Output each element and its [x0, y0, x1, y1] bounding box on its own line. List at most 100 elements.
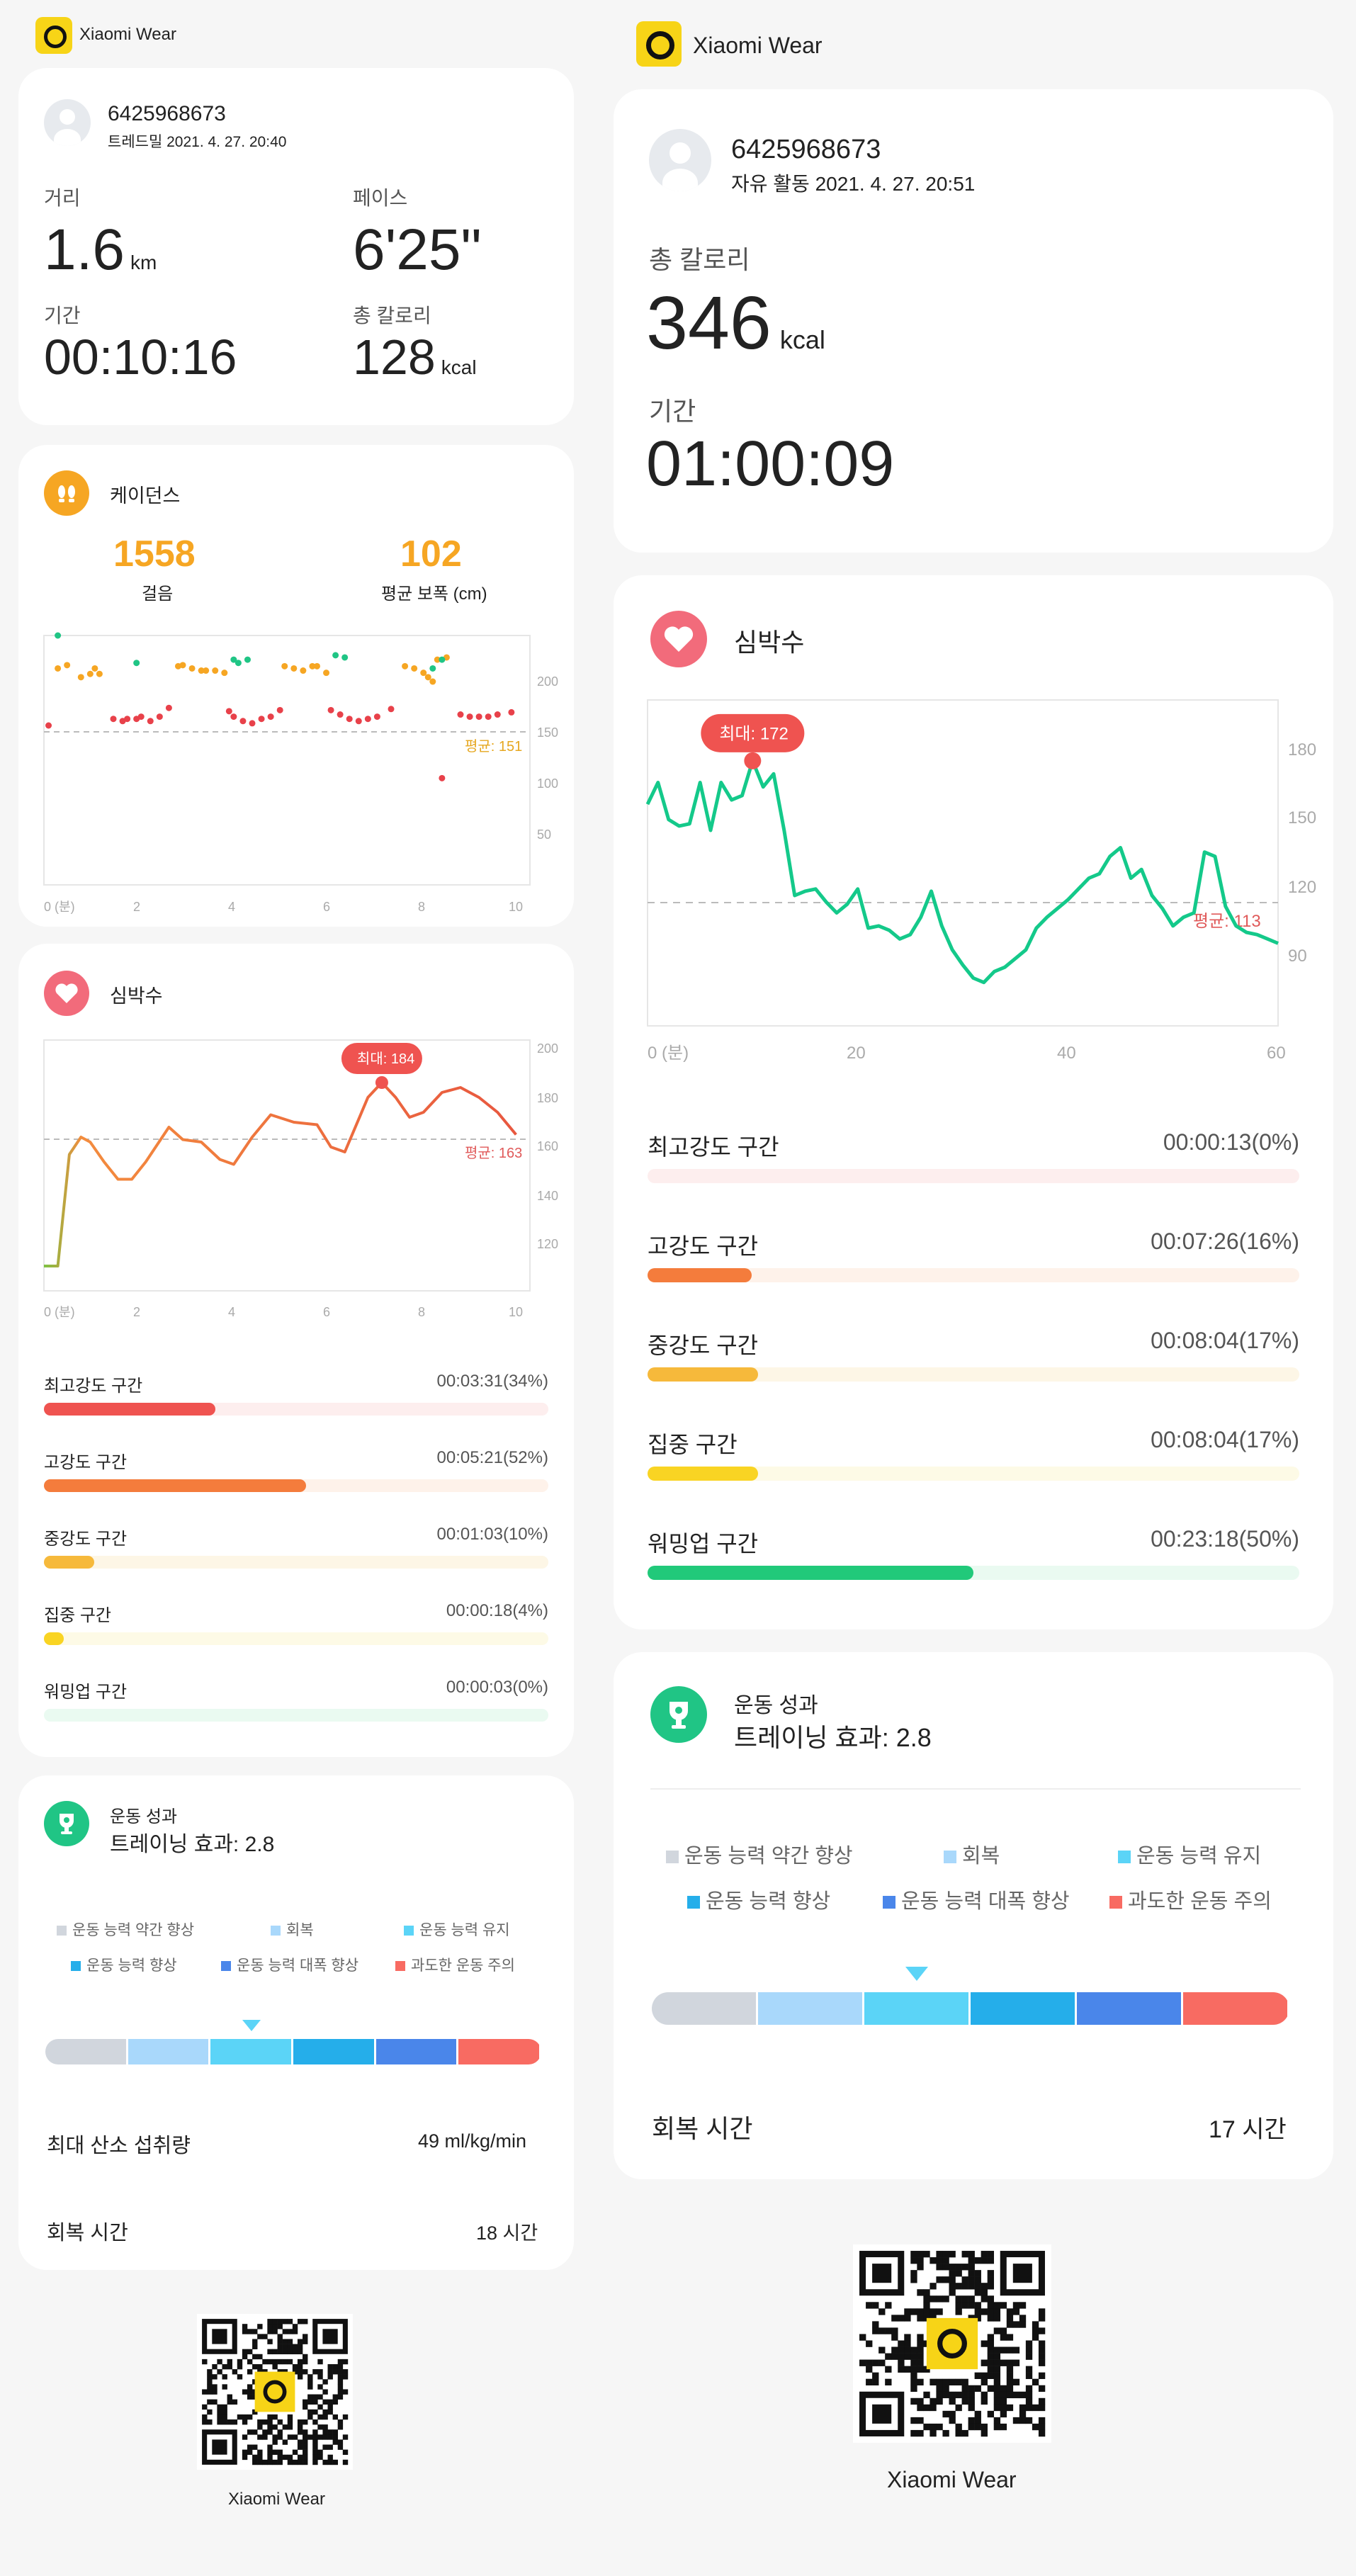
training-effect-bar: [45, 2039, 541, 2064]
cadence-point: [188, 665, 196, 672]
steps-label: 걸음: [142, 584, 174, 604]
cadence-point: [110, 716, 117, 723]
cadence-point: [212, 667, 219, 674]
cadence-point: [230, 656, 237, 663]
cadence-point: [434, 656, 441, 663]
heart-icon: [650, 611, 707, 667]
legend-swatch: [57, 1926, 67, 1936]
x-tick-label: 20: [847, 1044, 866, 1063]
cadence-point: [249, 720, 256, 727]
cadence-point: [124, 716, 131, 723]
x-tick-label: 4: [228, 1305, 235, 1319]
zone-label: 최고강도 구간: [648, 1134, 779, 1160]
cadence-point: [221, 670, 228, 677]
footprint-icon: [44, 470, 89, 516]
zone-value: 00:00:13(0%): [1163, 1129, 1299, 1155]
cadence-point: [429, 665, 436, 672]
zone-bar-fill: [648, 1367, 759, 1382]
app-name: Xiaomi Wear: [693, 33, 823, 58]
legend-swatch: [71, 1961, 81, 1972]
cadence-point: [313, 662, 320, 670]
legend-item: 과도한 운동 주의: [395, 1954, 515, 1975]
duration-label: 기간: [649, 397, 696, 426]
zone-bar-fill: [44, 1403, 216, 1416]
stat-label: 총 칼로리: [353, 305, 431, 327]
duration-value: 01:00:09: [646, 429, 895, 499]
cadence-point: [420, 670, 427, 677]
zone-value: 00:07:26(16%): [1151, 1228, 1299, 1254]
summary-card: [18, 68, 574, 425]
x-tick-label: 4: [228, 900, 235, 914]
legend-swatch: [1109, 1896, 1122, 1909]
cadence-point: [439, 774, 446, 781]
cadence-point: [179, 662, 186, 669]
legend-label: 운동 능력 유지: [1136, 1845, 1262, 1868]
zone-bar: [648, 1268, 1299, 1282]
zone-value: 00:08:04(17%): [1151, 1427, 1299, 1452]
y-tick-label: 200: [537, 674, 558, 689]
cadence-point: [485, 713, 492, 721]
cadence-point: [267, 713, 274, 721]
cadence-point: [45, 722, 52, 729]
cadence-point: [355, 718, 362, 725]
qr-code[interactable]: [197, 2314, 353, 2470]
effect-segment: [458, 2039, 539, 2064]
recovery-value: 17 시간: [1209, 2116, 1287, 2143]
zone-label: 고강도 구간: [648, 1233, 759, 1259]
vo2-value: 49 ml/kg/min: [418, 2130, 527, 2152]
effect-segment: [128, 2039, 209, 2064]
legend-label: 운동 능력 약간 향상: [684, 1845, 853, 1868]
cadence-point: [281, 662, 288, 670]
effect-segment: [652, 1992, 756, 2025]
zone-bar: [44, 1479, 548, 1492]
performance-title: 운동 성과: [734, 1694, 818, 1717]
cadence-point: [411, 665, 418, 672]
cadence-point: [235, 660, 242, 667]
calories-value: 346 kcal: [646, 281, 825, 365]
effect-segment: [864, 1992, 968, 2025]
cadence-point: [203, 667, 210, 674]
cadence-point: [475, 713, 482, 721]
zone-bar: [648, 1566, 1299, 1580]
x-tick-label: 8: [418, 1305, 425, 1319]
qr-code[interactable]: [853, 2244, 1051, 2443]
legend-swatch: [1118, 1851, 1131, 1864]
legend-label: 운동 능력 향상: [706, 1890, 831, 1913]
avatar[interactable]: [44, 99, 91, 146]
cadence-point: [439, 656, 446, 663]
heart-icon: [44, 971, 89, 1016]
zone-value: 00:03:31(34%): [436, 1372, 548, 1391]
legend-label: 운동 능력 유지: [419, 1922, 510, 1938]
average-label: 평균: 113: [1193, 912, 1261, 931]
avatar[interactable]: [649, 129, 711, 191]
y-tick-label: 150: [537, 725, 558, 740]
effect-segment: [45, 2039, 126, 2064]
zone-bar: [648, 1367, 1299, 1382]
zone-label: 집중 구간: [44, 1606, 111, 1625]
y-tick-label: 200: [537, 1041, 558, 1056]
divider: [650, 1788, 1301, 1790]
cadence-point: [346, 716, 353, 723]
legend-label: 운동 능력 향상: [86, 1958, 177, 1974]
y-tick-label: 160: [537, 1139, 558, 1153]
zone-value: 00:05:21(52%): [436, 1448, 548, 1467]
cadence-point: [244, 656, 251, 663]
steps-value: 1558: [113, 533, 196, 575]
heart-rate-line: [645, 759, 1279, 985]
zone-bar-fill: [44, 1479, 307, 1492]
y-tick-label: 180: [1288, 740, 1316, 759]
trophy-icon: [650, 1686, 707, 1743]
legend-item: 운동 능력 향상: [71, 1954, 177, 1975]
cadence-point: [323, 670, 330, 677]
zone-bar-fill: [648, 1566, 973, 1580]
calories-label: 총 칼로리: [649, 245, 750, 274]
y-tick-label: 100: [537, 776, 558, 791]
training-effect: 트레이닝 효과: 2.8: [734, 1723, 932, 1752]
legend-item: 회복: [271, 1919, 314, 1940]
legend-swatch: [271, 1926, 281, 1936]
x-tick-label: 0 (분): [44, 1305, 75, 1319]
stat-value: 00:10:16: [44, 329, 237, 385]
legend-label: 과도한 운동 주의: [411, 1958, 515, 1974]
